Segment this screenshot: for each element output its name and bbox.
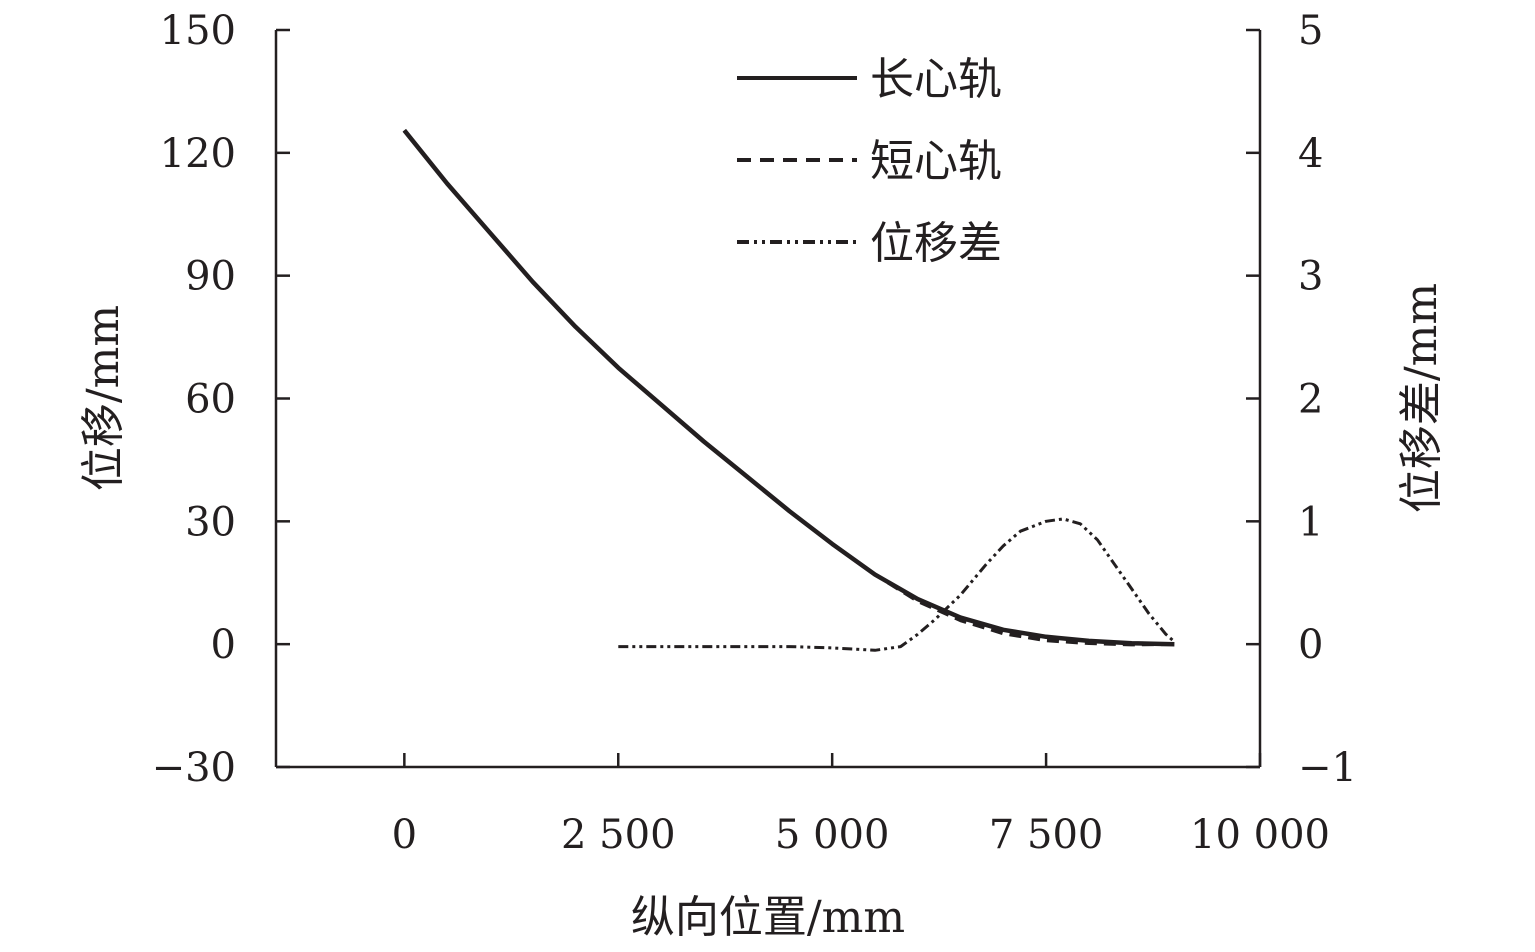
x-axis-ticks: 0 2 500 5 000 7 500 10 000 [392,753,1330,858]
right-y-tick-label: −1 [1298,745,1357,791]
right-y-axis-ticks: −1 0 1 2 3 4 5 [1246,8,1357,791]
right-y-tick-label: 3 [1298,254,1323,300]
legend-label-short-frog-rail: 短心轨 [870,136,1002,187]
legend-label-displacement-difference: 位移差 [870,218,1002,269]
left-y-tick-label: 60 [185,377,236,423]
x-axis-title: 纵向位置/mm [631,892,905,943]
left-y-tick-label: 30 [185,499,236,545]
x-tick-label: 0 [392,812,417,858]
legend-label-long-frog-rail: 长心轨 [870,54,1002,105]
x-tick-label: 10 000 [1190,812,1330,858]
right-y-tick-label: 1 [1298,499,1323,545]
x-tick-label: 2 500 [561,812,676,858]
right-y-tick-label: 4 [1298,131,1323,177]
x-tick-label: 5 000 [775,812,890,858]
legend: 长心轨 短心轨 位移差 [737,54,1002,269]
plot-frame [274,30,1262,769]
left-y-tick-label: 150 [160,8,236,54]
left-y-tick-label: −30 [152,745,236,791]
series-layer [402,128,1176,652]
right-y-tick-label: 2 [1298,377,1323,423]
right-y-axis-title: 位移差/mm [1396,283,1447,513]
series-long-frog-rail [402,128,1175,647]
right-y-tick-label: 5 [1298,8,1323,54]
left-y-tick-label: 120 [160,131,236,177]
left-y-tick-label: 90 [185,254,236,300]
left-y-axis-ticks: −30 0 30 60 90 120 150 [152,8,290,791]
left-y-axis-title: 位移/mm [78,305,129,491]
left-y-tick-label: 0 [211,622,236,668]
series-short-frog-rail [402,129,1175,647]
right-y-tick-label: 0 [1298,622,1323,668]
series-displacement-difference [618,517,1176,652]
x-tick-label: 7 500 [989,812,1104,858]
